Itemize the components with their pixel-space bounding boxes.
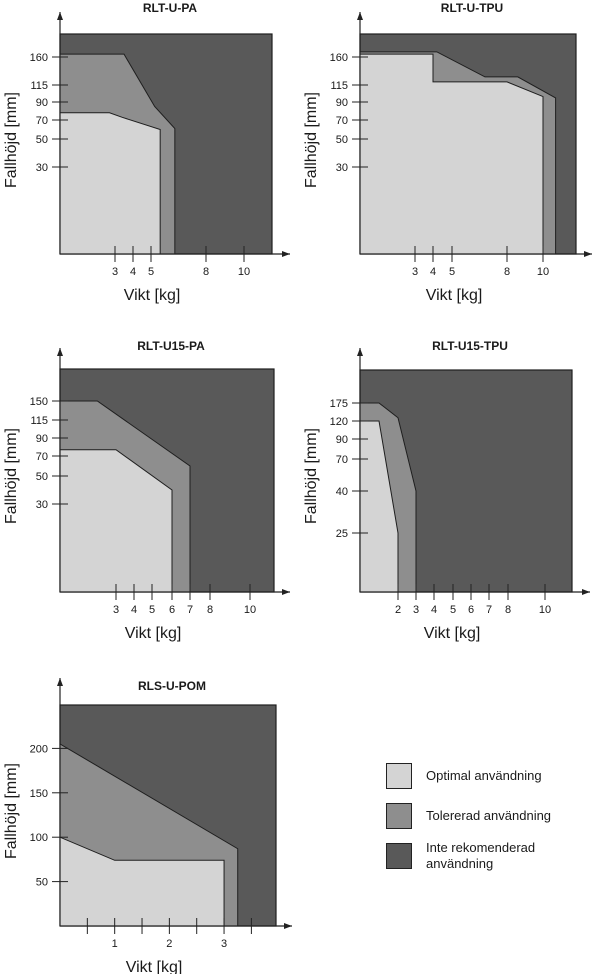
x-tick-label: 10 <box>537 266 549 278</box>
x-tick-label: 8 <box>203 266 209 278</box>
x-tick-label: 4 <box>131 604 137 616</box>
y-tick-label: 50 <box>336 134 348 146</box>
y-tick-label: 90 <box>336 97 348 109</box>
y-tick-label: 50 <box>36 877 48 889</box>
y-axis-arrow <box>57 678 63 686</box>
x-axis-label: Vikt [kg] <box>424 625 481 642</box>
x-tick-label: 4 <box>130 266 136 278</box>
x-tick-label: 10 <box>539 604 551 616</box>
chart-5: 1 2 3 50 100 150 200 RLS-U-POM Vikt [kg] Fallhöjd… <box>3 678 292 974</box>
x-axis-arrow <box>282 589 290 595</box>
legend-swatch-not-recommended <box>386 843 412 869</box>
x-tick-label: 10 <box>244 604 256 616</box>
legend-swatch-optimal <box>386 763 412 789</box>
legend-swatch-tolerated <box>386 803 412 829</box>
y-tick-label: 150 <box>30 396 48 408</box>
y-tick-label: 50 <box>36 134 48 146</box>
x-axis-label: Vikt [kg] <box>426 287 483 304</box>
legend: Optimal användning Tolererad användning … <box>386 762 576 882</box>
chart-4: 2 3 4 5 6 7 8 10 25 40 70 90 120 175 RLT-U15-TPU Vikt [… <box>303 339 590 642</box>
x-tick-label: 7 <box>187 604 193 616</box>
y-tick-label: 160 <box>30 52 48 64</box>
chart-title: RLT-U-PA <box>143 1 198 15</box>
x-tick-label: 4 <box>431 604 437 616</box>
y-axis-label: Fallhöjd [mm] <box>3 428 20 524</box>
y-tick-label: 25 <box>336 528 348 540</box>
y-tick-label: 115 <box>30 80 48 92</box>
y-tick-label: 90 <box>336 434 348 446</box>
x-tick-label: 5 <box>450 604 456 616</box>
x-tick-label: 3 <box>412 266 418 278</box>
x-axis-arrow <box>284 923 292 929</box>
y-tick-label: 175 <box>330 398 348 410</box>
x-tick-label: 8 <box>207 604 213 616</box>
legend-item-tolerated: Tolererad användning <box>386 802 576 830</box>
y-tick-label: 90 <box>36 97 48 109</box>
chart-1: 3 4 5 8 10 30 50 70 90 115 160 RLT-U-PA Vikt [kg] Fal… <box>3 1 290 304</box>
y-tick-label: 30 <box>36 499 48 511</box>
y-tick-label: 115 <box>330 80 348 92</box>
y-tick-label: 70 <box>36 451 48 463</box>
x-tick-label: 5 <box>449 266 455 278</box>
chart-title: RLT-U15-PA <box>137 339 205 353</box>
y-tick-label: 70 <box>36 115 48 127</box>
y-axis-label: Fallhöjd [mm] <box>3 92 20 188</box>
y-tick-label: 120 <box>330 416 348 428</box>
x-tick-label: 5 <box>148 266 154 278</box>
y-tick-label: 200 <box>30 743 48 755</box>
x-tick-label: 3 <box>413 604 419 616</box>
x-tick-label: 1 <box>112 938 118 950</box>
x-tick-label: 7 <box>486 604 492 616</box>
x-tick-label: 6 <box>468 604 474 616</box>
legend-item-optimal: Optimal användning <box>386 762 576 790</box>
y-tick-label: 150 <box>30 788 48 800</box>
y-tick-label: 70 <box>336 454 348 466</box>
x-axis-arrow <box>584 251 592 257</box>
x-axis-label: Vikt [kg] <box>126 959 183 974</box>
x-tick-label: 3 <box>221 938 227 950</box>
x-tick-label: 2 <box>166 938 172 950</box>
region-optimal <box>359 53 544 255</box>
region-optimal <box>59 112 161 255</box>
y-axis-arrow <box>57 348 63 356</box>
x-tick-label: 10 <box>238 266 250 278</box>
y-axis-label: Fallhöjd [mm] <box>303 428 320 524</box>
y-tick-label: 40 <box>336 486 348 498</box>
chart-title: RLT-U15-TPU <box>432 339 508 353</box>
chart-3: 3 4 5 6 7 8 10 30 50 70 90 115 150 RLT-U15-PA Vikt [kg… <box>3 339 290 642</box>
x-tick-label: 8 <box>505 604 511 616</box>
x-axis-label: Vikt [kg] <box>124 287 181 304</box>
x-tick-label: 6 <box>169 604 175 616</box>
y-axis-arrow <box>57 12 63 20</box>
x-axis-label: Vikt [kg] <box>125 625 182 642</box>
y-tick-label: 30 <box>336 162 348 174</box>
chart-title: RLS-U-POM <box>138 679 206 693</box>
y-tick-label: 30 <box>36 162 48 174</box>
y-axis-label: Fallhöjd [mm] <box>3 763 20 859</box>
x-axis-arrow <box>282 251 290 257</box>
y-tick-label: 100 <box>30 832 48 844</box>
x-tick-label: 4 <box>430 266 436 278</box>
x-tick-label: 3 <box>112 266 118 278</box>
y-axis-arrow <box>357 348 363 356</box>
legend-label-not-recommended: Inte rekomenderad användning <box>426 840 536 871</box>
chart-title: RLT-U-TPU <box>441 1 503 15</box>
legend-label-tolerated: Tolererad användning <box>426 808 552 823</box>
y-tick-label: 70 <box>336 115 348 127</box>
x-tick-label: 3 <box>113 604 119 616</box>
y-tick-label: 115 <box>30 415 48 427</box>
y-tick-label: 50 <box>36 471 48 483</box>
y-axis-label: Fallhöjd [mm] <box>303 92 320 188</box>
legend-item-not-recommended: Inte rekomenderad användning <box>386 840 576 871</box>
y-axis-arrow <box>357 12 363 20</box>
x-tick-label: 2 <box>395 604 401 616</box>
x-tick-label: 8 <box>504 266 510 278</box>
legend-label-optimal: Optimal användning <box>426 768 542 783</box>
y-tick-label: 160 <box>330 52 348 64</box>
chart-2: 3 4 5 8 10 30 50 70 90 115 160 RLT-U-TPU Vikt [kg] Fa… <box>303 1 592 304</box>
x-axis-arrow <box>582 589 590 595</box>
x-tick-label: 5 <box>149 604 155 616</box>
y-tick-label: 90 <box>36 433 48 445</box>
